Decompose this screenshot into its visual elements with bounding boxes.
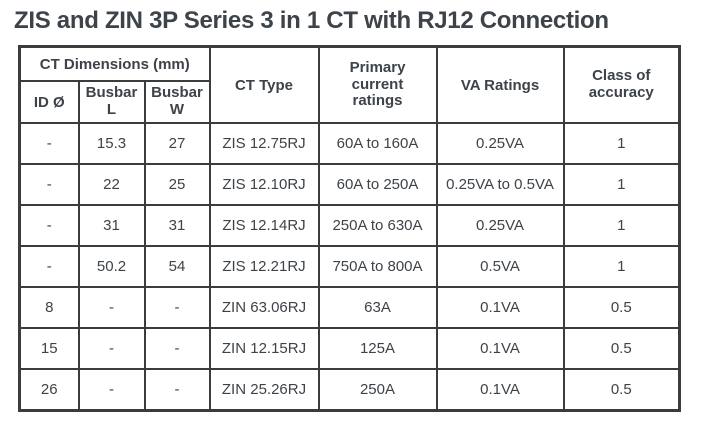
datasheet-page: ZIS and ZIN 3P Series 3 in 1 CT with RJ1… <box>0 7 709 412</box>
cell-class-accuracy: 1 <box>562 204 681 247</box>
cell-busbar-w: - <box>143 327 211 370</box>
cell-ct-type: ZIS 12.14RJ <box>208 204 320 247</box>
cell-primary-current: 250A <box>317 368 438 411</box>
header-busbar-w-line-1: Busbar <box>151 84 203 102</box>
page-title: ZIS and ZIN 3P Series 3 in 1 CT with RJ1… <box>14 7 609 34</box>
cell-va-rating: 0.25VA to 0.5VA <box>435 163 565 206</box>
header-class-of-accuracy: Class of accuracy <box>562 45 681 124</box>
header-row-group: CT Dimensions (mm) CT Type Primary curre… <box>18 45 681 124</box>
table-row: - 50.2 54 ZIS 12.21RJ 750A to 800A 0.5VA… <box>18 245 681 288</box>
header-va-ratings: VA Ratings <box>435 45 565 124</box>
cell-class-accuracy: 0.5 <box>562 286 681 329</box>
cell-ct-type: ZIS 12.75RJ <box>208 122 320 165</box>
header-busbar-w-line-2: W <box>169 101 185 118</box>
cell-ct-type: ZIN 25.26RJ <box>208 368 320 411</box>
cell-va-rating: 0.1VA <box>435 327 565 370</box>
cell-va-rating: 0.5VA <box>435 245 565 288</box>
cell-ct-type: ZIN 12.15RJ <box>208 327 320 370</box>
cell-id-diameter: - <box>18 204 80 247</box>
cell-va-rating: 0.1VA <box>435 368 565 411</box>
cell-primary-current: 125A <box>317 327 438 370</box>
cell-id-diameter: 8 <box>18 286 80 329</box>
cell-class-accuracy: 0.5 <box>562 327 681 370</box>
cell-busbar-l: - <box>77 286 146 329</box>
table-row: 15 - - ZIN 12.15RJ 125A 0.1VA 0.5 <box>18 327 681 370</box>
header-primary-line-3: ratings <box>352 92 403 110</box>
table-row: 26 - - ZIN 25.26RJ 250A 0.1VA 0.5 <box>18 368 681 411</box>
header-busbar-l-line-1: Busbar <box>85 84 138 102</box>
cell-ct-type: ZIS 12.10RJ <box>208 163 320 206</box>
header-busbar-l-line-2: L <box>106 101 117 118</box>
cell-id-diameter: 26 <box>18 368 80 411</box>
cell-class-accuracy: 1 <box>562 245 681 288</box>
cell-ct-type: ZIN 63.06RJ <box>208 286 320 329</box>
cell-id-diameter: 15 <box>18 327 80 370</box>
cell-busbar-w: 31 <box>143 204 211 247</box>
cell-busbar-w: - <box>143 286 211 329</box>
cell-busbar-w: 27 <box>143 122 211 165</box>
header-busbar-l: Busbar L <box>77 80 146 124</box>
cell-primary-current: 250A to 630A <box>317 204 438 247</box>
header-ct-dimensions: CT Dimensions (mm) <box>18 45 211 82</box>
cell-busbar-l: 31 <box>77 204 146 247</box>
cell-primary-current: 60A to 250A <box>317 163 438 206</box>
header-ct-type: CT Type <box>208 45 320 124</box>
header-id-diameter: ID Ø <box>18 80 80 124</box>
cell-busbar-w: 54 <box>143 245 211 288</box>
cell-busbar-l: - <box>77 368 146 411</box>
table-row: - 15.3 27 ZIS 12.75RJ 60A to 160A 0.25VA… <box>18 122 681 165</box>
cell-primary-current: 63A <box>317 286 438 329</box>
cell-va-rating: 0.25VA <box>435 204 565 247</box>
cell-primary-current: 60A to 160A <box>317 122 438 165</box>
table-row: - 22 25 ZIS 12.10RJ 60A to 250A 0.25VA t… <box>18 163 681 206</box>
cell-class-accuracy: 1 <box>562 122 681 165</box>
cell-va-rating: 0.1VA <box>435 286 565 329</box>
table-body: - 15.3 27 ZIS 12.75RJ 60A to 160A 0.25VA… <box>18 122 681 411</box>
header-row-sub: ID Ø Busbar L Busbar W <box>18 80 680 124</box>
header-primary-current-ratings: Primary current ratings <box>317 45 438 124</box>
cell-busbar-l: 22 <box>77 163 146 206</box>
header-busbar-w: Busbar W <box>143 80 211 124</box>
table-row: 8 - - ZIN 63.06RJ 63A 0.1VA 0.5 <box>18 286 681 329</box>
header-class-line-2: accuracy <box>588 84 654 101</box>
cell-busbar-l: 15.3 <box>77 122 146 165</box>
cell-ct-type: ZIS 12.21RJ <box>208 245 320 288</box>
cell-primary-current: 750A to 800A <box>317 245 438 288</box>
cell-id-diameter: - <box>18 122 80 165</box>
header-class-line-1: Class of <box>592 67 651 85</box>
header-primary-line-1: Primary <box>349 58 406 76</box>
table-header: CT Dimensions (mm) CT Type Primary curre… <box>18 45 681 124</box>
cell-busbar-w: 25 <box>143 163 211 206</box>
cell-busbar-l: 50.2 <box>77 245 146 288</box>
cell-class-accuracy: 0.5 <box>562 368 681 411</box>
header-primary-line-2: current <box>351 75 404 93</box>
ct-specifications-table: CT Dimensions (mm) CT Type Primary curre… <box>18 45 681 412</box>
cell-busbar-l: - <box>77 327 146 370</box>
cell-va-rating: 0.25VA <box>435 122 565 165</box>
cell-class-accuracy: 1 <box>562 163 681 206</box>
cell-id-diameter: - <box>18 245 80 288</box>
cell-id-diameter: - <box>18 163 80 206</box>
cell-busbar-w: - <box>143 368 211 411</box>
table-row: - 31 31 ZIS 12.14RJ 250A to 630A 0.25VA … <box>18 204 681 247</box>
